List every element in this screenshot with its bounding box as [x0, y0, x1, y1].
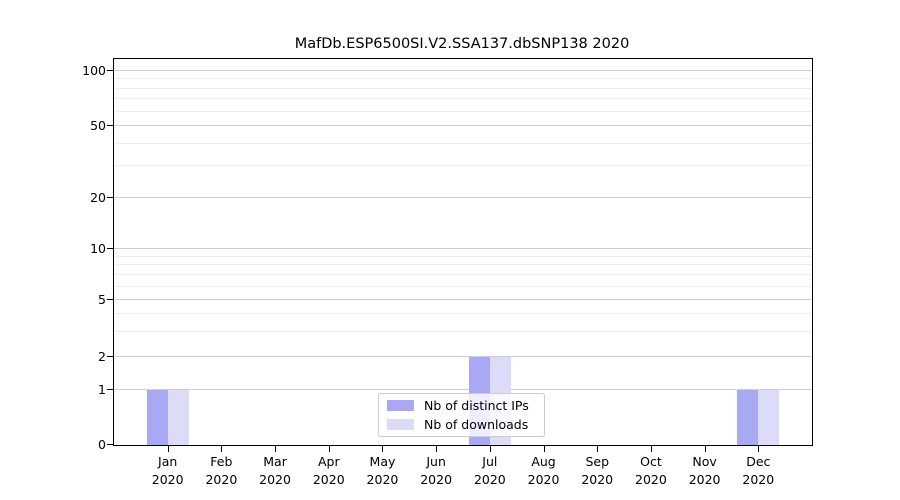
x-tick-mark: [275, 446, 277, 452]
legend-swatch-downloads: [387, 419, 414, 430]
gridline-minor: [114, 110, 812, 112]
legend-label: Nb of distinct IPs: [424, 398, 529, 413]
x-tick-year: 2020: [527, 472, 560, 487]
x-tick-month: Feb: [210, 454, 233, 469]
x-tick-month: Jun: [426, 454, 446, 469]
x-tick-year: 2020: [366, 472, 399, 487]
gridline-major: [114, 248, 812, 249]
x-tick-month: Dec: [746, 454, 771, 469]
y-tick-mark: [107, 388, 113, 390]
y-tick-label: 50: [90, 118, 106, 133]
legend-label: Nb of downloads: [424, 417, 529, 432]
x-tick-mark: [597, 446, 599, 452]
x-tick-month: Jul: [482, 454, 498, 469]
x-tick-label: Oct 2020: [616, 453, 686, 489]
y-tick-mark: [107, 125, 113, 126]
y-tick-label: 0: [98, 437, 106, 452]
x-tick-year: 2020: [420, 472, 453, 487]
gridline-minor: [114, 330, 812, 332]
x-tick-label: Nov 2020: [670, 453, 740, 489]
y-tick-label: 20: [90, 190, 106, 205]
x-tick-month: Oct: [640, 454, 662, 469]
legend-item: Nb of downloads: [387, 417, 536, 432]
gridline-minor: [114, 274, 812, 276]
legend-swatch-distinct_ips: [387, 400, 414, 411]
x-tick-year: 2020: [205, 472, 238, 487]
x-tick-year: 2020: [688, 472, 721, 487]
x-tick-label: Sep 2020: [562, 453, 632, 489]
gridline-minor: [114, 312, 812, 314]
x-tick-year: 2020: [151, 472, 184, 487]
x-tick-year: 2020: [259, 472, 291, 487]
x-tick-year: 2020: [473, 472, 506, 487]
y-tick-mark: [107, 197, 113, 198]
x-tick-year: 2020: [742, 472, 775, 487]
x-tick-label: Dec 2020: [723, 453, 793, 489]
bar-distinct-ips: [146, 389, 168, 445]
x-tick-mark: [167, 446, 169, 452]
gridline-major: [114, 125, 812, 126]
x-tick-month: Aug: [531, 454, 556, 469]
x-tick-mark: [704, 446, 706, 452]
chart-title: MafDb.ESP6500SI.V2.SSA137.dbSNP138 2020: [294, 36, 630, 52]
y-tick-label: 10: [90, 241, 106, 256]
bar-downloads: [167, 389, 189, 445]
legend-item: Nb of distinct IPs: [387, 398, 536, 413]
gridline-minor: [114, 255, 812, 257]
x-tick-mark: [489, 446, 491, 452]
x-tick-label: Jul 2020: [455, 453, 525, 489]
gridline-minor: [114, 165, 812, 167]
bar-distinct-ips: [737, 389, 759, 445]
x-tick-mark: [758, 446, 760, 452]
plot-area: 0 1 2 5 10 20 50 100 Jan 2020 Feb 2020 Mar 2020 Apr 202…: [82, 58, 813, 487]
gridline-minor: [114, 78, 812, 80]
y-tick-mark: [107, 299, 113, 300]
y-tick-mark: [107, 356, 113, 357]
x-tick-year: 2020: [312, 472, 345, 487]
x-tick-label: Jun 2020: [401, 453, 471, 489]
x-tick-mark: [221, 446, 223, 452]
gridline-minor: [114, 285, 812, 287]
bar-downloads: [758, 389, 780, 445]
x-tick-label: Jan 2020: [133, 453, 203, 489]
legend: Nb of distinct IPs Nb of downloads: [378, 393, 545, 437]
gridline-major: [114, 356, 812, 357]
x-tick-label: Mar 2020: [240, 453, 310, 489]
x-tick-mark: [436, 446, 438, 452]
x-tick-label: Feb 2020: [186, 453, 256, 489]
y-tick-mark: [107, 248, 113, 249]
x-tick-month: Nov: [692, 454, 717, 469]
x-tick-month: May: [369, 454, 396, 469]
x-tick-mark: [328, 446, 330, 452]
gridline-major: [114, 70, 812, 71]
x-tick-mark: [382, 446, 384, 452]
x-tick-label: Aug 2020: [509, 453, 579, 489]
x-tick-year: 2020: [581, 472, 614, 487]
x-tick-mark: [650, 446, 652, 452]
gridline-major: [114, 197, 812, 198]
y-tick-label: 100: [82, 63, 106, 78]
x-tick-label: May 2020: [347, 453, 417, 489]
y-tick-label: 5: [98, 292, 106, 307]
x-tick-mark: [543, 446, 545, 452]
gridline-minor: [114, 98, 812, 100]
x-tick-month: Mar: [263, 454, 287, 469]
y-tick-label: 2: [98, 349, 106, 364]
x-tick-month: Apr: [317, 454, 340, 469]
y-tick-mark: [107, 70, 113, 71]
y-tick-mark: [107, 444, 113, 445]
gridline-major: [114, 388, 812, 390]
gridline-minor: [114, 87, 812, 89]
y-tick-label: 1: [98, 381, 106, 397]
x-tick-month: Sep: [585, 454, 609, 469]
gridline-major: [114, 299, 812, 300]
gridline-minor: [114, 142, 812, 144]
gridline-minor: [114, 264, 812, 266]
x-tick-label: Apr 2020: [294, 453, 364, 489]
x-tick-year: 2020: [635, 472, 667, 487]
x-tick-month: Jan: [158, 454, 178, 469]
